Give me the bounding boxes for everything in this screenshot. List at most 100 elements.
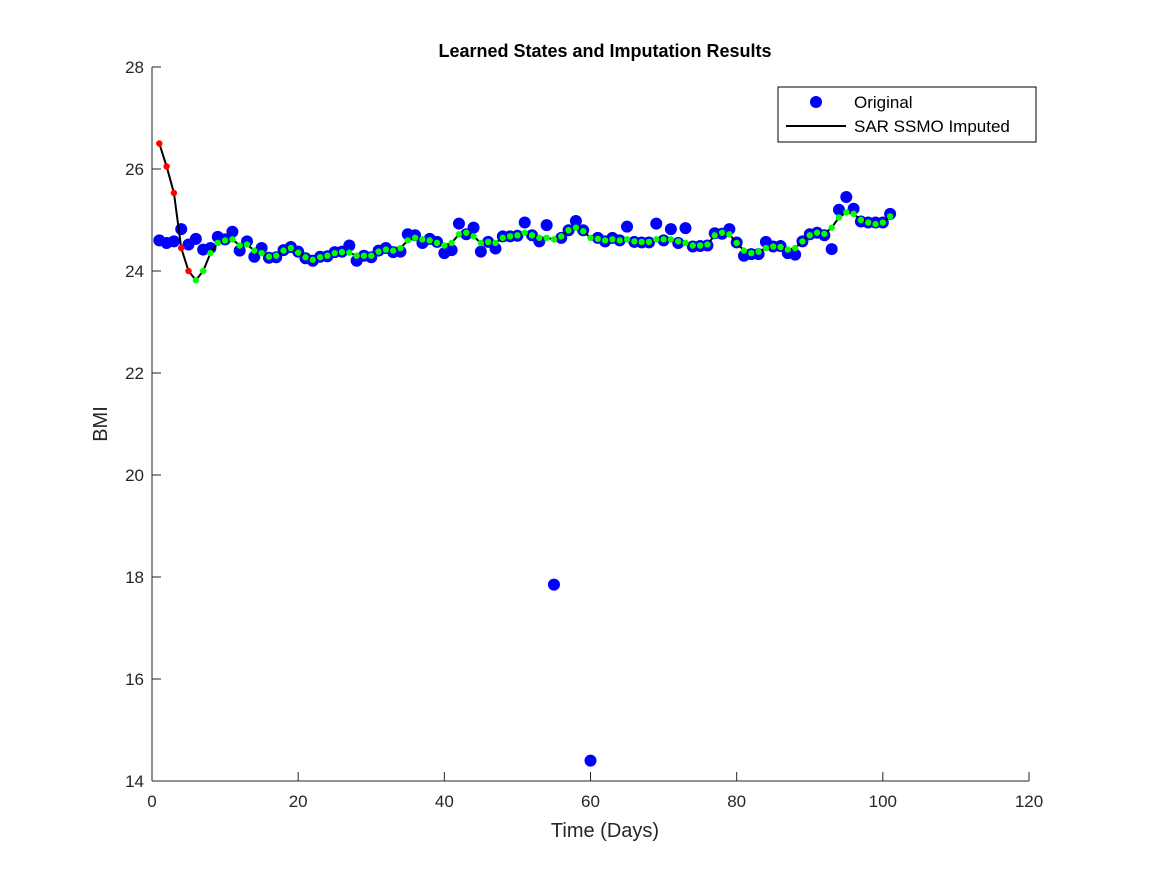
learned-state-point [843, 209, 850, 216]
learned-state-point [675, 238, 682, 245]
learned-state-point [521, 229, 528, 236]
learned-state-point [273, 252, 280, 259]
imputed-state-point [170, 189, 178, 197]
original-point [445, 244, 458, 257]
x-tick-label: 100 [869, 792, 897, 811]
learned-state-point [236, 242, 243, 249]
learned-state-point [784, 246, 792, 253]
x-tick-label: 120 [1015, 792, 1043, 811]
learned-state-point [755, 248, 762, 255]
learned-state-point [623, 236, 631, 243]
chart-title: Learned States and Imputation Results [438, 41, 771, 61]
learned-state-point [857, 216, 865, 224]
learned-state-point [419, 236, 426, 243]
learned-state-point [463, 229, 470, 236]
original-point [167, 235, 180, 248]
learned-state-point [470, 233, 477, 240]
learned-state-point [682, 239, 689, 247]
original-point [840, 191, 853, 204]
learned-state-point [565, 227, 572, 234]
learned-state-point [689, 242, 697, 249]
learned-state-point [821, 230, 828, 237]
imputed-state-point [163, 163, 170, 170]
y-tick-label: 16 [125, 670, 144, 689]
imputed-state-point [178, 244, 185, 252]
learned-state-point [528, 232, 536, 239]
learned-state-point [777, 243, 784, 251]
learned-state-point [828, 224, 835, 231]
learned-state-point [653, 236, 660, 243]
original-point [175, 223, 188, 236]
learned-state-point [558, 233, 565, 240]
learned-state-point [879, 219, 887, 226]
learned-state-point [733, 239, 740, 247]
learned-state-point [638, 238, 645, 246]
x-tick-label: 60 [581, 792, 600, 811]
learned-state-point [353, 252, 360, 259]
learned-state-point [579, 228, 587, 235]
learned-state-point [389, 247, 397, 254]
learned-state-point [302, 254, 309, 261]
learned-state-point [455, 231, 463, 238]
learned-state-point [667, 236, 675, 243]
learned-state-point [258, 249, 265, 257]
y-tick-label: 20 [125, 466, 144, 485]
learned-state-point [338, 248, 346, 256]
original-point [847, 202, 860, 215]
learned-state-point [287, 244, 295, 252]
original-point [204, 242, 217, 255]
original-point [343, 239, 356, 252]
original-point [518, 216, 531, 229]
learned-state-point [748, 249, 755, 257]
learned-state-point [499, 234, 506, 242]
legend-label-imputed: SAR SSMO Imputed [854, 117, 1010, 136]
learned-state-point [221, 237, 229, 244]
learned-state-point [199, 267, 207, 275]
imputed-series [156, 140, 894, 284]
learned-state-point [791, 244, 799, 252]
learned-state-point [514, 232, 521, 239]
learned-state-point [572, 224, 580, 231]
learned-state-point [536, 234, 543, 242]
original-point [825, 243, 838, 256]
learned-state-point [587, 234, 594, 242]
learned-state-point [850, 210, 857, 218]
learned-state-point [718, 229, 726, 236]
y-axis-label: BMI [90, 406, 112, 442]
learned-state-point [207, 249, 214, 257]
learned-state-point [484, 238, 492, 246]
original-point [489, 242, 502, 255]
learned-state-point [426, 237, 433, 244]
x-axis-label: Time (Days) [551, 820, 659, 842]
learned-state-point [316, 254, 324, 261]
learned-state-point [696, 242, 704, 249]
learned-state-point [441, 242, 448, 249]
y-tick-label: 22 [125, 364, 144, 383]
learned-state-point [411, 234, 419, 242]
learned-state-point [799, 238, 806, 245]
learned-state-point [872, 220, 879, 228]
imputed-state-point [185, 267, 192, 275]
original-point [584, 754, 597, 767]
x-tick-label: 0 [147, 792, 156, 811]
learned-state-point [265, 253, 273, 260]
learned-state-point [601, 237, 609, 244]
legend-box [777, 86, 1037, 143]
original-point [467, 221, 480, 234]
axes: 0 20 40 60 80 100 120 14 16 18 20 22 24 26 28 [125, 58, 1043, 811]
learned-state-point [346, 249, 353, 256]
legend-marker-original [810, 96, 822, 108]
learned-state-point [886, 213, 894, 220]
original-point [248, 250, 261, 263]
y-tick-label: 18 [125, 568, 144, 587]
learned-state-point [280, 247, 287, 254]
learned-state-point [294, 249, 302, 256]
learned-state-point [660, 236, 667, 243]
original-series [153, 191, 897, 767]
y-tick-label: 14 [125, 772, 144, 791]
original-point [233, 244, 246, 257]
learned-state-point [506, 233, 514, 240]
legend-label-original: Original [854, 93, 913, 112]
original-point [474, 245, 487, 258]
